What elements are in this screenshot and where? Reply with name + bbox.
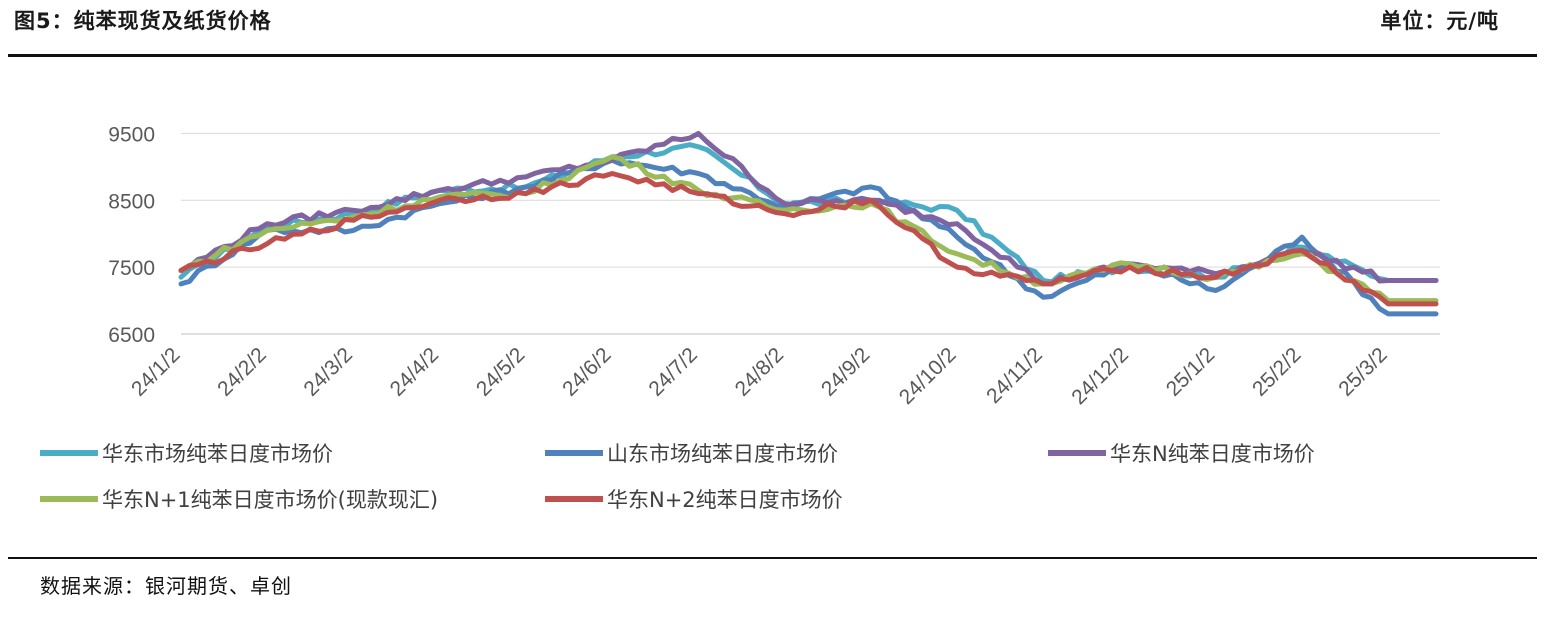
x-tick-label: 24/6/2 xyxy=(558,343,616,401)
source-note: 数据来源：银河期货、卓创 xyxy=(40,574,292,598)
x-tick-label: 24/10/2 xyxy=(895,343,961,409)
series-lines xyxy=(178,130,1439,317)
x-tick-label: 25/3/2 xyxy=(1334,343,1392,401)
x-tick-label: 24/8/2 xyxy=(731,343,789,401)
y-axis: 6500 7500 8500 9500 xyxy=(108,123,155,347)
x-tick-label: 24/2/2 xyxy=(213,343,271,401)
y-tick-label: 8500 xyxy=(108,190,155,213)
legend-label-5: 华东N+2纯苯日度市场价 xyxy=(607,488,843,512)
x-tick-label: 24/1/2 xyxy=(127,343,185,401)
bottom-rule xyxy=(8,557,1537,559)
x-tick-label: 24/9/2 xyxy=(817,343,875,401)
y-tick-label: 9500 xyxy=(108,123,155,146)
x-axis: 24/1/2 24/2/2 24/3/2 24/4/2 24/5/2 24/6/2 24/7… xyxy=(127,333,1440,409)
x-tick-label: 25/1/2 xyxy=(1162,343,1220,401)
x-tick-label: 24/5/2 xyxy=(472,343,530,401)
x-tick-label: 24/7/2 xyxy=(644,343,702,401)
x-tick-label: 25/2/2 xyxy=(1248,343,1306,401)
x-tick-label: 24/12/2 xyxy=(1067,343,1133,409)
x-tick-label: 24/11/2 xyxy=(982,343,1047,408)
legend-label-4: 华东N+1纯苯日度市场价(现款现汇) xyxy=(102,488,438,512)
legend-label-2: 山东市场纯苯日度市场价 xyxy=(607,442,838,466)
x-tick-label: 24/4/2 xyxy=(386,343,444,401)
figure-title: 图5：纯苯现货及纸货价格 xyxy=(14,9,272,33)
legend: 华东市场纯苯日度市场价 山东市场纯苯日度市场价 华东N纯苯日度市场价华东N+1纯苯日… xyxy=(40,442,1315,512)
series-line-3 xyxy=(178,130,1439,287)
legend-label-3: 华东N纯苯日度市场价 xyxy=(1110,442,1315,466)
y-tick-label: 7500 xyxy=(108,257,155,280)
legend-label-1: 华东市场纯苯日度市场价 xyxy=(102,442,333,466)
x-tick-label: 24/3/2 xyxy=(299,343,357,401)
unit-label: 单位：元/吨 xyxy=(1380,9,1499,33)
series-line-2 xyxy=(178,157,1439,317)
top-rule xyxy=(8,54,1537,57)
series-line-5 xyxy=(178,171,1439,307)
grid-lines xyxy=(181,132,1440,335)
y-tick-label: 6500 xyxy=(108,324,155,347)
